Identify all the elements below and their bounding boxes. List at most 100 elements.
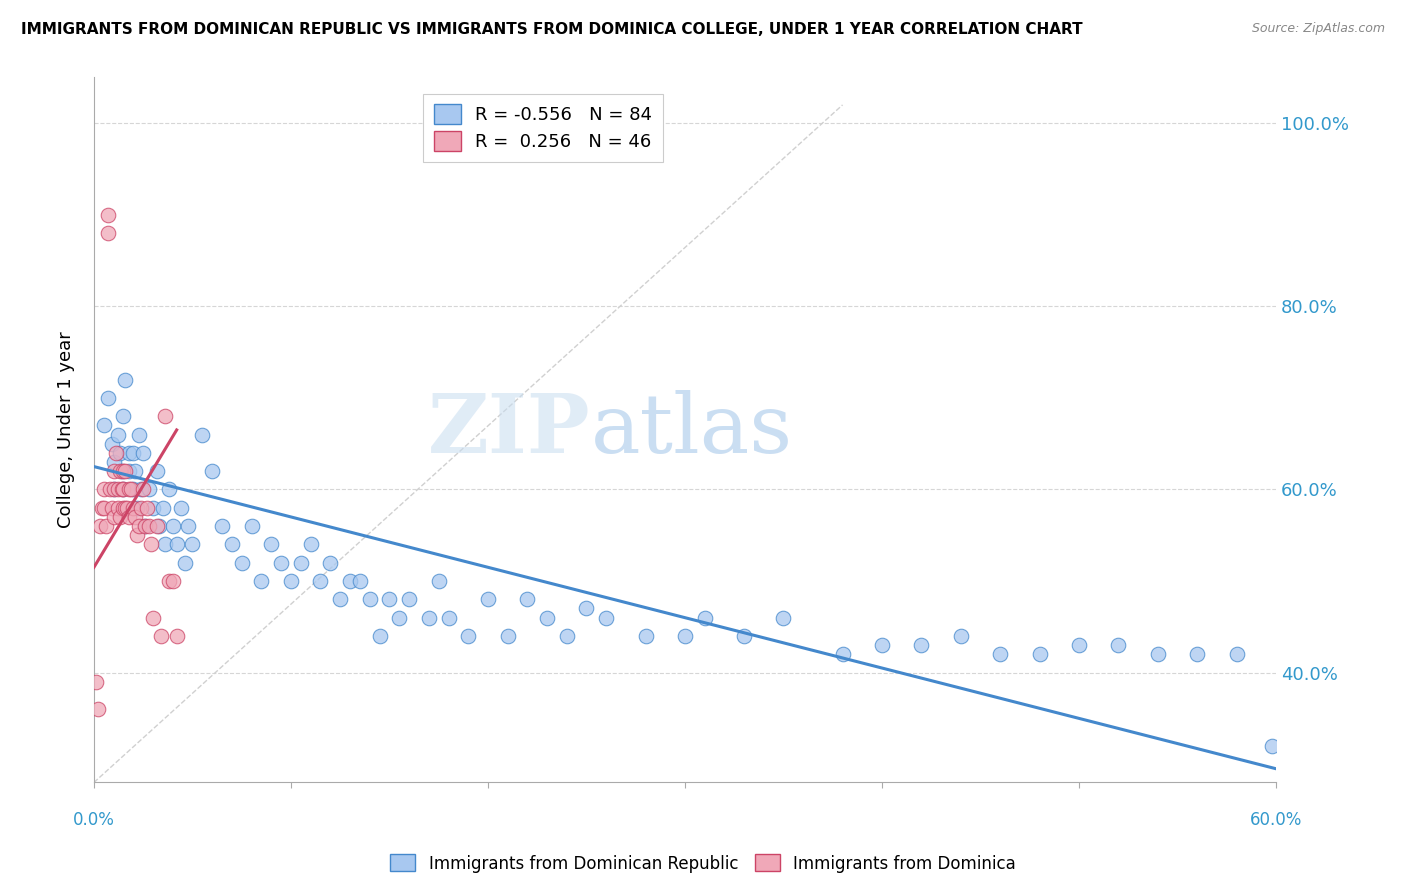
Point bbox=[536, 610, 558, 624]
Point bbox=[122, 483, 145, 497]
Point bbox=[870, 638, 893, 652]
Point bbox=[134, 519, 156, 533]
Point bbox=[98, 483, 121, 497]
Point bbox=[299, 537, 322, 551]
Point bbox=[772, 610, 794, 624]
Point bbox=[181, 537, 204, 551]
Point bbox=[94, 519, 117, 533]
Point bbox=[114, 373, 136, 387]
Point bbox=[103, 483, 125, 497]
Point bbox=[146, 464, 169, 478]
Point bbox=[152, 500, 174, 515]
Point bbox=[153, 409, 176, 424]
Point bbox=[93, 483, 115, 497]
Point bbox=[595, 610, 617, 624]
Text: ZIP: ZIP bbox=[427, 390, 591, 470]
Point bbox=[136, 500, 159, 515]
Point bbox=[988, 647, 1011, 661]
Point bbox=[427, 574, 450, 588]
Point bbox=[177, 519, 200, 533]
Point bbox=[117, 500, 139, 515]
Point bbox=[329, 592, 352, 607]
Point bbox=[138, 483, 160, 497]
Point bbox=[166, 537, 188, 551]
Point bbox=[107, 483, 129, 497]
Point bbox=[112, 483, 135, 497]
Point bbox=[134, 519, 156, 533]
Point bbox=[1107, 638, 1129, 652]
Point bbox=[142, 500, 165, 515]
Point bbox=[100, 436, 122, 450]
Point bbox=[89, 519, 111, 533]
Point bbox=[270, 556, 292, 570]
Point bbox=[169, 500, 191, 515]
Text: IMMIGRANTS FROM DOMINICAN REPUBLIC VS IMMIGRANTS FROM DOMINICA COLLEGE, UNDER 1 : IMMIGRANTS FROM DOMINICAN REPUBLIC VS IM… bbox=[21, 22, 1083, 37]
Point bbox=[349, 574, 371, 588]
Point bbox=[162, 574, 184, 588]
Point bbox=[112, 409, 135, 424]
Point bbox=[378, 592, 401, 607]
Point bbox=[108, 446, 131, 460]
Point bbox=[128, 427, 150, 442]
Point bbox=[108, 464, 131, 478]
Point bbox=[122, 446, 145, 460]
Point bbox=[1067, 638, 1090, 652]
Point bbox=[118, 510, 141, 524]
Point bbox=[118, 483, 141, 497]
Point bbox=[142, 610, 165, 624]
Point bbox=[149, 629, 172, 643]
Legend: R = -0.556   N = 84, R =  0.256   N = 46: R = -0.556 N = 84, R = 0.256 N = 46 bbox=[423, 94, 664, 162]
Point bbox=[120, 483, 142, 497]
Point bbox=[128, 519, 150, 533]
Point bbox=[280, 574, 302, 588]
Point bbox=[398, 592, 420, 607]
Point bbox=[112, 500, 135, 515]
Point bbox=[100, 500, 122, 515]
Text: Source: ZipAtlas.com: Source: ZipAtlas.com bbox=[1251, 22, 1385, 36]
Point bbox=[418, 610, 440, 624]
Point bbox=[516, 592, 538, 607]
Point bbox=[1185, 647, 1208, 661]
Point bbox=[368, 629, 391, 643]
Point bbox=[290, 556, 312, 570]
Point bbox=[118, 446, 141, 460]
Point bbox=[457, 629, 479, 643]
Point bbox=[118, 464, 141, 478]
Point bbox=[153, 537, 176, 551]
Point bbox=[166, 629, 188, 643]
Legend: Immigrants from Dominican Republic, Immigrants from Dominica: Immigrants from Dominican Republic, Immi… bbox=[384, 847, 1022, 880]
Point bbox=[437, 610, 460, 624]
Point bbox=[388, 610, 411, 624]
Point bbox=[250, 574, 273, 588]
Point bbox=[103, 510, 125, 524]
Point bbox=[201, 464, 224, 478]
Point bbox=[477, 592, 499, 607]
Point bbox=[910, 638, 932, 652]
Point bbox=[110, 483, 132, 497]
Point bbox=[103, 483, 125, 497]
Point bbox=[97, 208, 120, 222]
Point bbox=[97, 391, 120, 405]
Point bbox=[1225, 647, 1247, 661]
Point bbox=[693, 610, 716, 624]
Point bbox=[634, 629, 657, 643]
Point bbox=[124, 464, 146, 478]
Point bbox=[139, 537, 162, 551]
Point bbox=[359, 592, 381, 607]
Point bbox=[129, 500, 152, 515]
Point bbox=[309, 574, 332, 588]
Point bbox=[221, 537, 243, 551]
Point bbox=[129, 483, 152, 497]
Point bbox=[132, 483, 155, 497]
Point bbox=[1146, 647, 1168, 661]
Point bbox=[496, 629, 519, 643]
Y-axis label: College, Under 1 year: College, Under 1 year bbox=[58, 332, 75, 528]
Point bbox=[84, 674, 107, 689]
Point bbox=[260, 537, 283, 551]
Point bbox=[104, 446, 127, 460]
Point bbox=[138, 519, 160, 533]
Point bbox=[122, 500, 145, 515]
Point bbox=[110, 464, 132, 478]
Point bbox=[132, 446, 155, 460]
Point bbox=[114, 464, 136, 478]
